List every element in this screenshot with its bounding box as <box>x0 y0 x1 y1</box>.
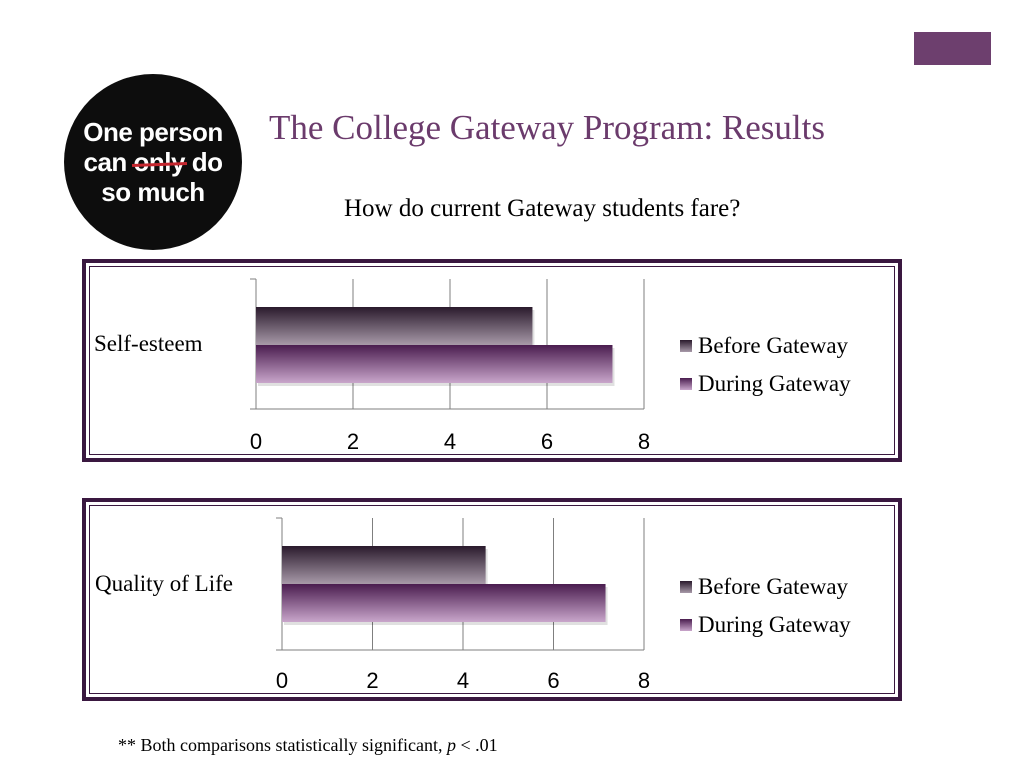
legend-item-before: Before Gateway <box>680 327 851 365</box>
bar-during <box>282 584 606 622</box>
x-tick-label: 4 <box>457 668 469 693</box>
logo-line-3: so much <box>101 177 205 207</box>
chart-panel-self-esteem: 0 2 4 6 8 Self-esteem Before Gateway During … <box>82 259 902 462</box>
slide-subtitle: How do current Gateway students fare? <box>344 195 741 222</box>
bar-during <box>256 345 613 383</box>
logo-line-2-pre: can <box>83 147 134 177</box>
footnote: ** Both comparisons statistically signif… <box>118 735 498 756</box>
chart-legend: Before Gateway During Gateway <box>680 327 851 403</box>
logo-struck-word: only <box>133 147 186 177</box>
chart-svg: 0 2 4 6 8 <box>276 517 650 693</box>
footnote-suffix: < .01 <box>455 735 498 755</box>
x-tick-label: 2 <box>347 429 359 454</box>
x-tick-label: 0 <box>250 429 262 454</box>
bar-before <box>282 546 486 584</box>
x-tick-label: 6 <box>541 429 553 454</box>
legend-label-during: During Gateway <box>698 612 851 637</box>
slide-title: The College Gateway Program: Results <box>269 108 825 147</box>
panel-inner-border <box>89 266 895 455</box>
footnote-prefix: ** Both comparisons statistically signif… <box>118 735 447 755</box>
x-tick-label: 0 <box>276 668 288 693</box>
footnote-p-symbol: p <box>446 735 456 755</box>
x-tick-label: 8 <box>638 429 650 454</box>
legend-label-during: During Gateway <box>698 371 851 396</box>
logo-line-2: can only do <box>84 147 223 177</box>
legend-swatch-during <box>680 619 692 631</box>
x-tick-label: 4 <box>444 429 456 454</box>
legend-label-before: Before Gateway <box>698 333 849 358</box>
legend-swatch-before <box>680 581 692 593</box>
legend-item-before: Before Gateway <box>680 568 851 606</box>
logo-line-2-post: do <box>184 147 223 177</box>
chart-panel-quality-of-life: 0 2 4 6 8 Quality of Life Before Gateway Dur… <box>82 498 902 701</box>
x-tick-label: 2 <box>366 668 378 693</box>
corner-accent-block <box>914 32 991 65</box>
chart-svg: 0 2 4 6 8 <box>250 278 650 454</box>
category-label: Self-esteem <box>94 331 203 356</box>
panel-inner-border <box>89 505 895 694</box>
legend-swatch-before <box>680 340 692 352</box>
legend-item-during: During Gateway <box>680 365 851 403</box>
logo: One person can only do so much <box>64 74 242 250</box>
category-label: Quality of Life <box>95 571 233 596</box>
bar-before <box>256 307 533 345</box>
logo-line-1: One person <box>83 117 223 147</box>
legend-swatch-during <box>680 378 692 390</box>
x-tick-label: 8 <box>638 668 650 693</box>
legend-label-before: Before Gateway <box>698 574 849 599</box>
x-tick-label: 6 <box>547 668 559 693</box>
chart-legend: Before Gateway During Gateway <box>680 568 851 644</box>
legend-item-during: During Gateway <box>680 606 851 644</box>
